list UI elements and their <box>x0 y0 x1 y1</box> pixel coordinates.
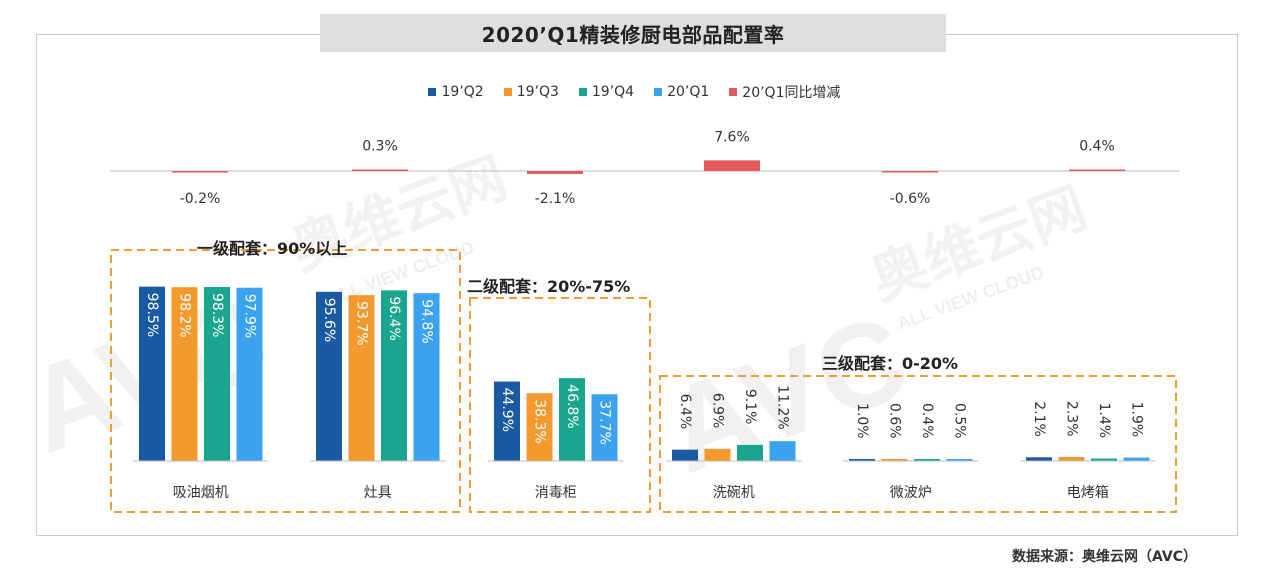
category-label: 吸油烟机 <box>173 485 229 501</box>
change-label: 0.4% <box>1079 139 1115 155</box>
bar <box>1026 457 1052 461</box>
change-label: -0.2% <box>180 191 221 207</box>
bar <box>672 449 698 461</box>
chart-title-text: 2020’Q1精装修厨电部品配置率 <box>481 22 785 47</box>
bar-value-label: 0.4% <box>919 403 935 439</box>
bar-value-label: 93.7% <box>354 301 370 345</box>
bar-value-label: 96.4% <box>386 296 402 340</box>
category-label: 消毒柜 <box>535 485 577 501</box>
legend-label-19q4: 19’Q4 <box>591 84 635 100</box>
bar-value-label: 98.3% <box>209 293 225 337</box>
legend-swatch-19q2 <box>428 88 437 96</box>
bar-value-label: 98.2% <box>177 293 193 337</box>
bar-value-label: 38.3% <box>532 399 548 443</box>
bar <box>381 290 407 461</box>
bar-value-label: 11.2% <box>775 385 791 429</box>
bar-value-label: 0.5% <box>952 403 968 439</box>
legend-item-19q4: 19’Q4 <box>578 82 635 102</box>
change-label: 0.3% <box>362 139 398 155</box>
category-label: 灶具 <box>364 485 392 501</box>
source-note: 数据来源：奥维云网（AVC） <box>1012 549 1197 565</box>
legend-label-change: 20’Q1同比增减 <box>742 85 841 101</box>
bar <box>348 295 375 461</box>
bar-value-label: 97.9% <box>242 294 258 338</box>
chart-title: 2020’Q1精装修厨电部品配置率 <box>320 14 946 52</box>
bar-value-label: 0.6% <box>887 403 903 439</box>
bar <box>914 459 940 461</box>
bar-value-label: 37.7% <box>597 400 613 444</box>
bar <box>881 459 908 461</box>
bar <box>849 459 875 461</box>
legend-label-20q1: 20’Q1 <box>667 84 710 100</box>
bar <box>559 378 585 461</box>
change-label: 7.6% <box>714 129 750 145</box>
category-label: 洗碗机 <box>713 485 755 501</box>
legend-item-change: 20’Q1同比增减 <box>729 82 841 102</box>
bar-value-label: 1.9% <box>1129 402 1145 438</box>
bar <box>171 287 198 461</box>
change-label: -0.6% <box>890 191 931 207</box>
bar <box>737 444 763 461</box>
change-bar <box>527 171 583 174</box>
tier-box-2 <box>469 297 651 513</box>
legend-item-20q1: 20’Q1 <box>654 82 709 102</box>
legend-label-19q3: 19’Q3 <box>516 84 559 100</box>
chart-frame <box>36 34 1238 536</box>
change-label: -2.1% <box>535 191 576 207</box>
bar-value-label: 6.4% <box>677 394 693 430</box>
bar-value-label: 94.8% <box>419 299 435 343</box>
bar <box>413 293 440 461</box>
legend-swatch-20q1 <box>654 88 663 96</box>
bar <box>769 441 796 461</box>
change-bar <box>352 169 408 171</box>
bar <box>704 448 731 461</box>
bar-value-label: 6.9% <box>710 393 726 429</box>
change-bar <box>1069 169 1125 171</box>
bar <box>494 381 520 461</box>
bar-value-label: 1.0% <box>854 403 870 439</box>
bar-value-label: 98.5% <box>144 293 160 337</box>
bar <box>204 287 230 461</box>
tier-label-1: 一级配套：90%以上 <box>197 239 347 258</box>
tier-box-1 <box>110 249 461 513</box>
change-bar <box>882 171 938 173</box>
bar <box>1058 456 1085 461</box>
bar <box>236 287 263 461</box>
category-label: 电烤箱 <box>1067 485 1109 501</box>
tier-box-3 <box>659 375 1177 513</box>
bar <box>139 286 165 461</box>
bar-value-label: 9.1% <box>742 389 758 425</box>
legend-label-19q2: 19’Q2 <box>441 84 484 100</box>
legend: 19’Q2 19’Q3 19’Q4 20’Q1 20’Q1同比增减 <box>0 82 1269 102</box>
category-label: 微波炉 <box>890 485 932 501</box>
bar-value-label: 2.1% <box>1031 401 1047 437</box>
legend-item-19q2: 19’Q2 <box>428 82 484 102</box>
bar-value-label: 1.4% <box>1096 403 1112 439</box>
bar <box>591 394 618 461</box>
tier-label-2: 二级配套：20%-75% <box>467 277 630 296</box>
tier-label-3: 三级配套：0-20% <box>822 354 958 373</box>
legend-swatch-19q4 <box>578 88 587 96</box>
change-bar <box>172 171 228 173</box>
bar <box>1091 458 1117 461</box>
bar-value-label: 46.8% <box>564 384 580 428</box>
legend-item-19q3: 19’Q3 <box>503 82 559 102</box>
bar-value-label: 44.9% <box>499 388 515 432</box>
bar <box>946 459 973 461</box>
legend-swatch-change <box>729 88 738 96</box>
bar-value-label: 2.3% <box>1064 401 1080 437</box>
bar <box>316 291 342 461</box>
bar-value-label: 95.6% <box>321 298 337 342</box>
legend-swatch-19q3 <box>503 88 512 96</box>
bar <box>526 393 553 461</box>
change-bar <box>704 160 760 171</box>
bar <box>1123 457 1150 461</box>
